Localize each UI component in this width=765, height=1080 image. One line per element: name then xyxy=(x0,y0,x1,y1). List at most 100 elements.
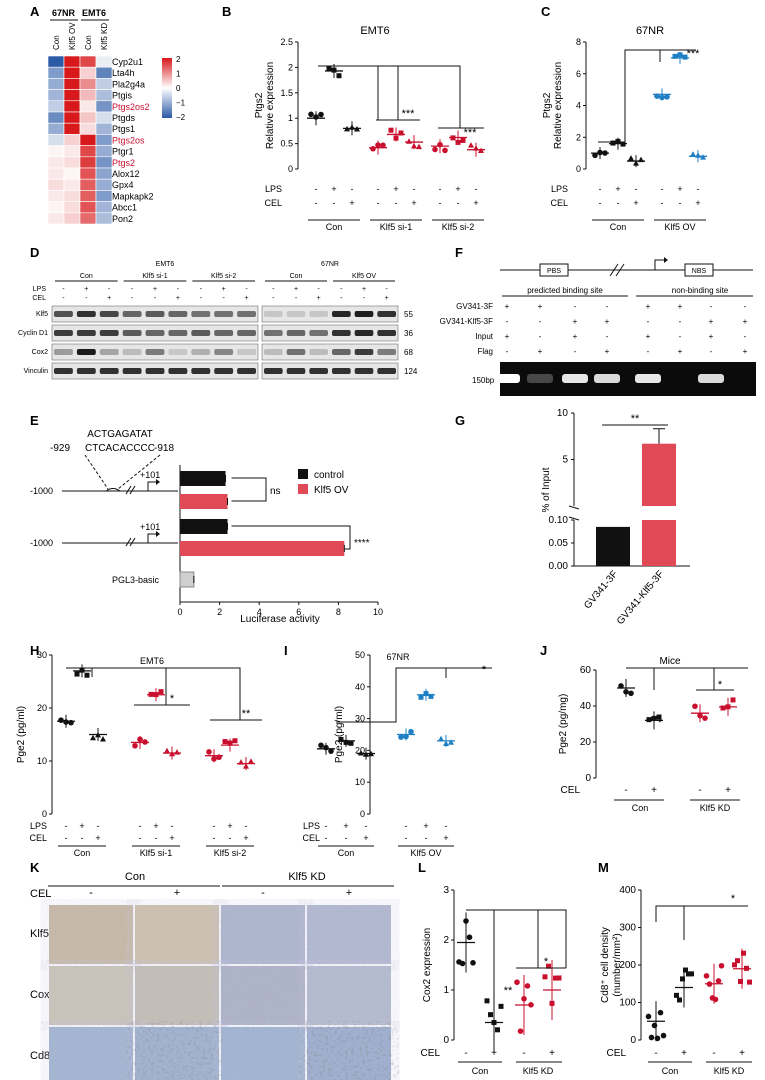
blot-band xyxy=(76,349,96,355)
heatmap-scale-tick: −2 xyxy=(176,113,186,122)
chart-i-sig: * xyxy=(482,664,487,676)
blot-row-label: Vinculin xyxy=(24,368,48,375)
panel-label-g: G xyxy=(455,413,465,428)
chip-sign: + xyxy=(573,332,578,341)
blot-cel-sign: - xyxy=(131,295,134,302)
panelC-group-label: Klf5 OV xyxy=(664,222,695,232)
chart-c-sig: *** xyxy=(687,48,701,60)
chart-e-x-tick-label: 4 xyxy=(257,607,262,617)
blot-band xyxy=(332,311,351,317)
chart-e-bar xyxy=(180,471,226,486)
chart-e-sig-bracket-1 xyxy=(231,477,267,502)
chart-m-point xyxy=(747,979,752,985)
chip-sign: - xyxy=(679,332,682,341)
chart-m-cel-sign: - xyxy=(712,1048,715,1059)
panelB-y-tick-label: 0 xyxy=(288,164,293,174)
blot-cel-sign: + xyxy=(317,295,321,302)
panelH-y-tick-label: 30 xyxy=(37,650,47,660)
chart-c-lps-sign: + xyxy=(677,184,682,194)
chart-b-lps-sign: - xyxy=(439,184,442,194)
panelI-klf5-ov-point xyxy=(428,693,434,699)
blot-band xyxy=(309,368,328,374)
chart-b-lps-sign: - xyxy=(475,184,478,194)
ihc-cel-label: CEL xyxy=(30,888,51,900)
chart-l-y-tick-label: 1 xyxy=(443,985,449,996)
blot-lps-sign: + xyxy=(222,286,226,293)
chart-c-title: 67NR xyxy=(636,25,664,37)
panelH-klf5-si-2-point xyxy=(248,758,254,764)
chart-l-cel-sign: + xyxy=(549,1048,555,1059)
chart-e-x-tick-label: 10 xyxy=(373,607,383,617)
ihc-texture xyxy=(49,1027,133,1080)
chart-l-group-label: Con xyxy=(472,1066,489,1076)
promoter-pos-left: -929 xyxy=(50,443,70,454)
blot-band xyxy=(99,330,119,336)
chart-m-point xyxy=(735,958,740,964)
panelI-con-point xyxy=(328,748,334,754)
heatmap-gene-label: Ptgs2 xyxy=(112,158,135,168)
chart-c-cel-sign: - xyxy=(679,198,682,208)
panelI-klf5-ov-point xyxy=(398,734,404,740)
chart-i-cel-sign: - xyxy=(345,833,348,843)
heatmap-cell xyxy=(63,100,81,113)
chart-l-cel-sign: - xyxy=(522,1048,525,1059)
panelH-con-point xyxy=(74,671,80,677)
heatmap-cell xyxy=(63,55,81,68)
blot-band xyxy=(354,311,374,317)
heatmap-cell xyxy=(47,156,65,169)
blot-cel-sign: - xyxy=(295,295,298,302)
chart-b-sig-1: *** xyxy=(402,108,416,120)
construct2-tss: +101 xyxy=(140,522,160,532)
chart-l-point xyxy=(514,979,520,986)
panel-h-chart: EMT6 0 10 20 30 Pge2 (pg/ml) Con Klf5 si-1 Klf5… xyxy=(16,650,262,858)
blot-band xyxy=(332,368,351,374)
panel-label-k: K xyxy=(30,860,40,875)
panelC-con-point xyxy=(592,152,598,159)
heatmap-cell xyxy=(63,89,81,102)
panelC-y-tick-label: 4 xyxy=(576,101,581,111)
chart-m-ylabel-2: (number/mm²) xyxy=(612,933,623,996)
chip-sign: - xyxy=(647,347,650,356)
chart-e-x-tick-label: 2 xyxy=(217,607,222,617)
chart-l-point xyxy=(488,1012,493,1018)
blot-band xyxy=(168,311,188,317)
chart-m-point xyxy=(715,978,722,984)
heatmap-cell xyxy=(63,78,81,90)
blot-cel-sign: - xyxy=(222,295,225,302)
chip-sign: - xyxy=(710,302,713,311)
chart-m-cel-sign: + xyxy=(681,1048,687,1059)
panelB-group-label: Con xyxy=(326,222,343,232)
panelC-ylabel-2: Relative expression xyxy=(553,62,564,149)
panelC-klf5-ov-point xyxy=(664,94,670,100)
chart-m-ylabel: Cd8⁺ cell density xyxy=(600,927,611,1003)
chart-j-cel-sign: + xyxy=(725,785,731,796)
legend-label-klf5-ov: Klf5 OV xyxy=(314,485,349,496)
panelI-klf5-ov-point xyxy=(438,735,444,742)
chart-j-cel-sign: - xyxy=(698,785,701,796)
panel-f-chip: PBS NBS predicted binding site non-bindi… xyxy=(440,257,756,396)
panelH-klf5-si-1-point xyxy=(174,749,180,755)
promoter-seq-bottom: CTCACACCCC xyxy=(85,443,155,454)
heatmap-cell xyxy=(47,134,65,146)
panelH-ylabel: Pge2 (pg/ml) xyxy=(16,706,27,763)
chart-i-lps-sign: + xyxy=(343,821,348,831)
blot-left-group-label: Con xyxy=(80,273,93,280)
chip-sign: + xyxy=(709,332,714,341)
heatmap-cell xyxy=(79,190,97,202)
chart-h-cel-sign: + xyxy=(95,833,100,843)
chart-e-x-tick-label: 0 xyxy=(177,607,182,617)
chart-j-point-group-point xyxy=(720,705,726,711)
heatmap-gene-label: Pla2g4a xyxy=(112,79,145,89)
chart-j-y-tick-label: 40 xyxy=(580,701,592,712)
blot-d-right-header: 67NR xyxy=(321,261,339,268)
blot-lps-sign: + xyxy=(84,286,88,293)
blot-strip-right xyxy=(261,362,399,380)
chart-h-cel-sign: - xyxy=(139,833,142,843)
blot-lps-sign: - xyxy=(200,286,203,293)
chip-sign: - xyxy=(574,347,577,356)
blot-band xyxy=(377,311,396,317)
chart-b-cel-label: CEL xyxy=(264,198,282,208)
blot-band xyxy=(76,330,96,336)
panelB-y-tick-label: 1 xyxy=(288,113,293,123)
